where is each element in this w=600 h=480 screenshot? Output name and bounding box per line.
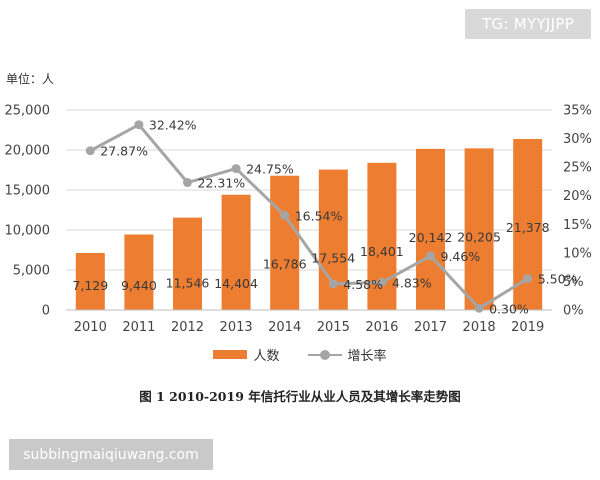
growth-point <box>328 279 338 289</box>
growth-point <box>426 251 435 261</box>
x-tick-label: 2016 <box>365 320 398 335</box>
growth-point <box>474 303 484 313</box>
x-tick-label: 2015 <box>317 320 350 335</box>
growth-value-label: 4.58% <box>343 277 383 292</box>
x-tick-label: 2018 <box>463 320 496 335</box>
growth-value-label: 27.87% <box>100 144 148 159</box>
bar-value-label: 11,546 <box>166 276 210 291</box>
bar-series <box>75 138 543 310</box>
growth-point <box>85 146 95 156</box>
data-labels: 7,129 9,440 11,546 14,404 16,786 17,554 18,401… <box>72 118 577 317</box>
unit-label: 单位：人 <box>6 72 55 86</box>
bar <box>464 148 494 310</box>
y-right-tick-label: 20% <box>563 189 592 204</box>
legend: 人数 增长率 <box>0 345 600 364</box>
bar <box>124 234 154 310</box>
y-right-tick-label: 30% <box>563 132 592 147</box>
x-tick-label: 2012 <box>171 320 204 335</box>
bar-value-label: 17,554 <box>311 251 355 266</box>
x-tick-label: 2014 <box>268 320 301 335</box>
bar <box>270 175 300 310</box>
legend-line-swatch <box>307 349 342 360</box>
watermark-bottom: subbingmaiqiuwang.com <box>9 439 213 470</box>
y-left-tick-label: 10,000 <box>5 224 51 239</box>
growth-point <box>231 164 241 174</box>
legend-label-people: 人数 <box>253 349 280 364</box>
x-tick-label: 2017 <box>414 320 447 335</box>
y-left-tick-label: 15,000 <box>5 184 51 199</box>
figure-caption: 图 1 2010-2019 年信托行业从业人员及其增长率走势图 <box>139 389 461 404</box>
y-right-tick-label: 35% <box>563 104 592 119</box>
bar-value-label: 9,440 <box>121 278 157 293</box>
y-right-tick-label: 0% <box>563 304 584 319</box>
bar-value-label: 7,129 <box>72 278 108 293</box>
line-series <box>85 120 533 313</box>
bar <box>173 217 202 310</box>
growth-value-label: 0.30% <box>489 301 529 316</box>
bar-value-label: 16,786 <box>263 257 307 272</box>
growth-point <box>134 120 144 130</box>
legend-label-growth: 增长率 <box>347 349 387 364</box>
growth-line <box>89 123 529 310</box>
x-tick-label: 2013 <box>220 320 253 335</box>
growth-value-label: 9.46% <box>441 249 481 264</box>
legend-item-growth: 增长率 <box>307 345 387 364</box>
x-tick-label: 2010 <box>74 320 107 335</box>
growth-point <box>280 210 290 220</box>
y-left-tick-label: 5,000 <box>13 264 50 279</box>
y-right-tick-label: 15% <box>563 218 592 233</box>
y-left-tick-label: 20,000 <box>5 144 51 159</box>
legend-item-people: 人数 <box>213 345 280 364</box>
growth-point <box>183 178 192 188</box>
y-left-tick-label: 0 <box>42 304 50 319</box>
growth-value-label: 32.42% <box>149 118 197 133</box>
growth-value-label: 5.50% <box>538 272 578 287</box>
growth-point <box>377 277 387 287</box>
bar-value-label: 18,401 <box>360 244 404 259</box>
bar-value-label: 20,205 <box>457 229 501 244</box>
x-tick-label: 2019 <box>511 320 544 335</box>
bar <box>416 148 445 310</box>
y-right-tick-label: 5% <box>563 275 584 290</box>
bar-value-label: 20,142 <box>409 230 453 245</box>
growth-value-label: 4.83% <box>392 275 432 290</box>
x-tick-label: 2011 <box>122 320 155 335</box>
y-right-tick-label: 10% <box>563 246 592 261</box>
axes: 0 5,000 10,000 15,000 20,000 25,000 0% 5% 10% 15%… <box>5 104 592 336</box>
bar-value-label: 21,378 <box>506 220 550 235</box>
watermark-top: TG: MYYJJPP <box>465 9 591 39</box>
bar <box>75 252 105 310</box>
bar-value-label: 14,404 <box>214 276 258 291</box>
y-right-tick-label: 25% <box>563 161 592 176</box>
bar <box>221 194 251 310</box>
legend-bar-swatch <box>213 350 248 359</box>
growth-point <box>523 274 533 284</box>
growth-value-label: 24.75% <box>246 162 294 177</box>
y-left-tick-label: 25,000 <box>5 104 51 119</box>
growth-value-label: 22.31% <box>198 176 246 191</box>
growth-value-label: 16.54% <box>295 208 343 223</box>
